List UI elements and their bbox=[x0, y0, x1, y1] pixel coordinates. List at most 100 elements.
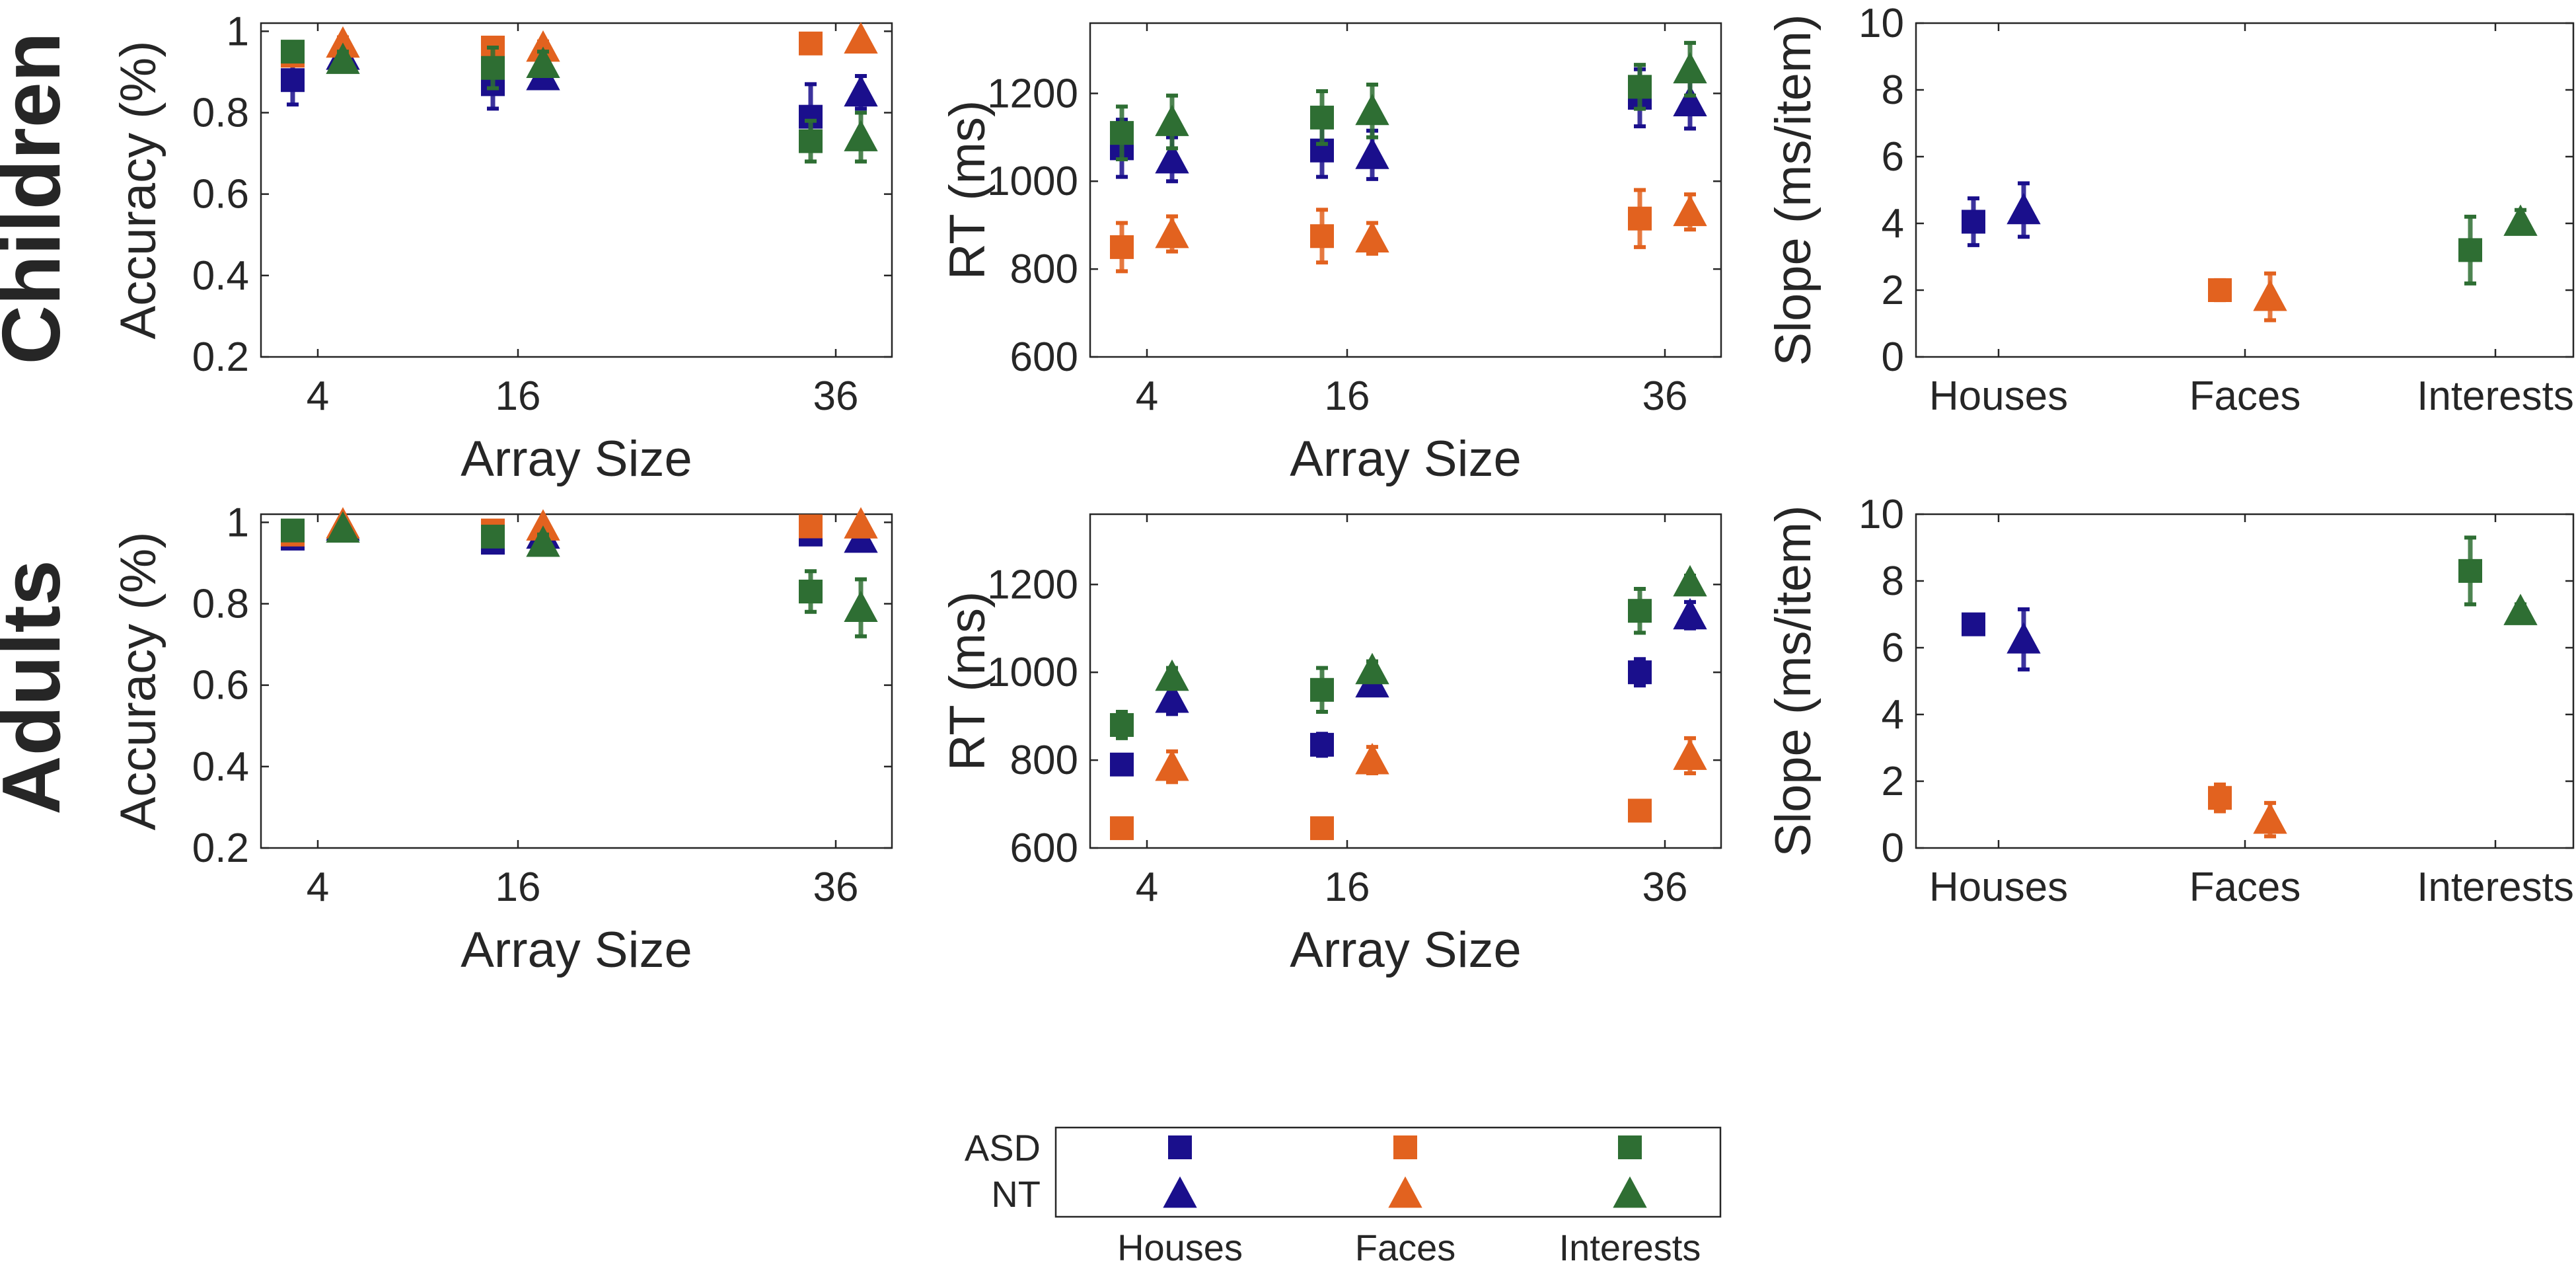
data-point-interests-nt bbox=[1673, 52, 1707, 84]
legend-marker-faces-asd bbox=[1393, 1135, 1417, 1159]
y-tick-label: 600 bbox=[1010, 825, 1078, 871]
data-point-interests-nt bbox=[326, 42, 360, 74]
data-point-interests-asd bbox=[2458, 238, 2482, 262]
data-point-interests-asd bbox=[281, 518, 305, 543]
data-point-faces-nt bbox=[1155, 749, 1189, 781]
data-point-interests-asd bbox=[1310, 677, 1334, 702]
x-tick-label: 16 bbox=[496, 373, 541, 419]
data-point-faces-asd bbox=[1628, 798, 1652, 823]
y-tick-label: 1200 bbox=[987, 71, 1078, 116]
y-tick-label: 0.2 bbox=[192, 334, 249, 380]
data-point-interests-nt bbox=[1355, 93, 1389, 126]
y-axis-title: Accuracy (%) bbox=[110, 41, 166, 340]
data-point-interests-asd bbox=[1628, 599, 1652, 623]
data-point-houses-asd bbox=[281, 68, 305, 93]
data-point-interests-asd bbox=[1110, 121, 1134, 145]
legend-column-label-houses: Houses bbox=[1117, 1227, 1243, 1267]
data-point-houses-nt bbox=[2006, 622, 2041, 654]
legend-column-label-faces: Faces bbox=[1355, 1227, 1456, 1267]
y-tick-label: 2 bbox=[1882, 268, 1904, 313]
x-tick-label: 36 bbox=[1642, 373, 1688, 419]
data-point-faces-asd bbox=[2208, 786, 2232, 810]
data-point-faces-asd bbox=[1110, 816, 1134, 841]
data-point-faces-nt bbox=[2253, 279, 2287, 311]
y-tick-label: 0.4 bbox=[192, 253, 249, 299]
x-tick-label: 36 bbox=[813, 373, 859, 419]
x-axis-title: Array Size bbox=[460, 431, 692, 487]
y-tick-label: 4 bbox=[1882, 201, 1904, 247]
x-tick-label: 4 bbox=[307, 373, 329, 419]
data-point-interests-nt bbox=[844, 590, 878, 623]
data-point-faces-asd bbox=[1310, 224, 1334, 249]
data-point-faces-nt bbox=[2253, 802, 2287, 834]
x-tick-label: Interests bbox=[2417, 864, 2574, 910]
y-tick-label: 800 bbox=[1010, 247, 1078, 292]
legend-markers bbox=[1163, 1135, 1647, 1208]
data-point-interests-asd bbox=[799, 580, 823, 604]
data-point-houses-asd bbox=[1110, 752, 1134, 777]
plot-area bbox=[260, 22, 893, 358]
y-tick-label: 0.4 bbox=[192, 744, 249, 790]
legend-row-label-asd: ASD bbox=[965, 1127, 1041, 1169]
x-tick-label: 16 bbox=[1325, 373, 1370, 419]
y-tick-label: 1 bbox=[227, 500, 249, 545]
y-axis-title: RT (ms) bbox=[939, 100, 996, 280]
plot-area bbox=[1089, 22, 1722, 358]
data-point-interests-asd bbox=[1628, 75, 1652, 99]
chart-adults-accuracy: 0.2 0.4 0.6 0.8 1 4 16 36 Accuracy (%) Array Size bbox=[110, 500, 893, 978]
data-point-houses-nt bbox=[844, 75, 878, 107]
data-point-faces-asd bbox=[799, 514, 823, 539]
legend-row-label-nt: NT bbox=[991, 1173, 1041, 1215]
y-tick-label: 1200 bbox=[987, 562, 1078, 607]
plot-area bbox=[1089, 513, 1722, 849]
plot-area bbox=[260, 513, 893, 849]
data-point-interests-nt bbox=[526, 46, 560, 78]
y-tick-label: 10 bbox=[1858, 1, 1904, 46]
chart-children-rt: 600 800 1000 1200 4 16 36 RT (ms) Array Size bbox=[939, 22, 1722, 487]
legend-column-label-interests: Interests bbox=[1559, 1227, 1701, 1267]
data-point-faces-nt bbox=[844, 22, 878, 54]
data-point-interests-asd bbox=[799, 129, 823, 153]
legend-marker-faces-nt bbox=[1388, 1176, 1422, 1208]
data-point-houses-asd bbox=[1628, 660, 1652, 685]
legend-marker-interests-asd bbox=[1618, 1135, 1642, 1159]
chart-children-slope: 0 2 4 6 8 10 Houses Faces Interests Slope (ms/ite… bbox=[1765, 1, 2575, 419]
data-point-interests-nt bbox=[844, 120, 878, 151]
x-tick-label: Houses bbox=[1929, 373, 2068, 419]
data-point-interests-nt bbox=[1673, 564, 1707, 597]
data-point-houses-nt bbox=[1355, 137, 1389, 169]
x-tick-label: 36 bbox=[813, 864, 859, 910]
row-label-children: Children bbox=[0, 32, 77, 365]
data-point-interests-asd bbox=[2458, 558, 2482, 583]
y-axis-title: Slope (ms/item) bbox=[1765, 505, 1822, 857]
data-point-interests-nt bbox=[326, 511, 360, 543]
data-point-interests-nt bbox=[2503, 594, 2538, 625]
x-tick-label: Faces bbox=[2190, 373, 2301, 419]
y-tick-label: 4 bbox=[1882, 692, 1904, 738]
data-point-faces-nt bbox=[844, 507, 878, 539]
y-tick-label: 0.2 bbox=[192, 825, 249, 871]
data-point-faces-asd bbox=[1310, 816, 1334, 841]
x-tick-label: Interests bbox=[2417, 373, 2574, 419]
data-point-houses-asd bbox=[1310, 732, 1334, 757]
y-tick-label: 1000 bbox=[987, 650, 1078, 695]
data-point-interests-nt bbox=[1155, 659, 1189, 691]
data-point-faces-asd bbox=[1110, 235, 1134, 259]
data-point-interests-asd bbox=[1310, 105, 1334, 130]
data-point-houses-asd bbox=[1962, 612, 1985, 636]
x-tick-label: 36 bbox=[1642, 864, 1688, 910]
data-point-houses-nt bbox=[1673, 85, 1707, 117]
data-point-faces-nt bbox=[1355, 221, 1389, 252]
data-point-interests-nt bbox=[2503, 204, 2538, 236]
x-tick-label: Faces bbox=[2190, 864, 2301, 910]
y-tick-label: 0.6 bbox=[192, 172, 249, 217]
y-tick-label: 1 bbox=[227, 9, 249, 54]
y-axis-title: Slope (ms/item) bbox=[1765, 14, 1822, 365]
data-point-interests-asd bbox=[481, 56, 505, 80]
y-axis-title: RT (ms) bbox=[939, 592, 996, 771]
x-axis-title: Array Size bbox=[1290, 431, 1522, 487]
legend-marker-interests-nt bbox=[1613, 1176, 1647, 1208]
x-tick-label: 4 bbox=[1136, 373, 1158, 419]
y-tick-label: 6 bbox=[1882, 134, 1904, 180]
